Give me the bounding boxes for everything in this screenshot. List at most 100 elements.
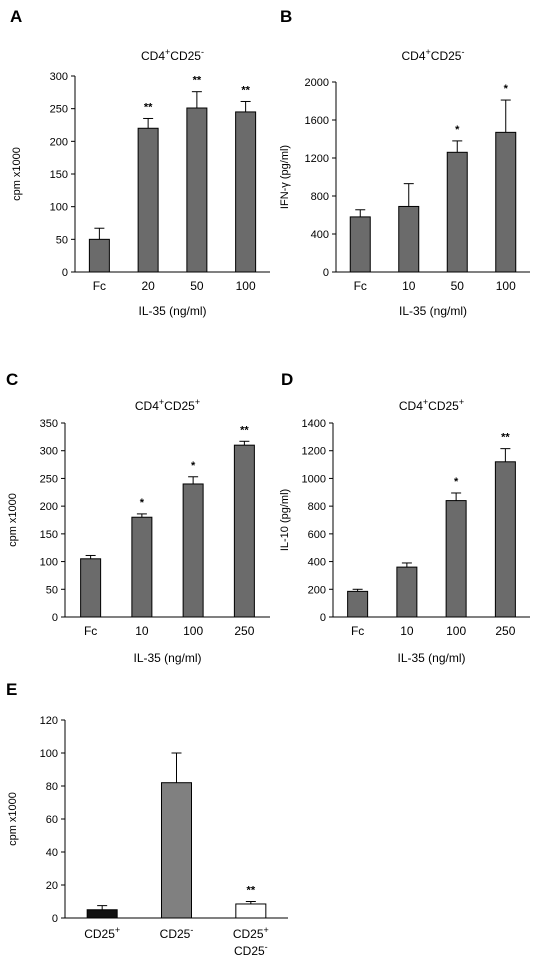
y-tick-label: 300: [50, 71, 68, 83]
bar: [88, 238, 110, 273]
x-tick-sup: +: [115, 925, 120, 935]
title-sup1: +: [426, 47, 431, 57]
y-tick-label: 60: [46, 814, 58, 826]
panel-letter: B: [280, 7, 292, 26]
y-tick-label: 20: [46, 880, 58, 892]
bar: [182, 483, 204, 618]
x-tick-label: 250: [234, 624, 254, 638]
panel-letter: A: [10, 7, 22, 26]
x-tick-text: CD25: [160, 927, 191, 941]
title-base1: CD4: [135, 399, 159, 413]
x-tick-sup: +: [264, 925, 269, 935]
bar: [137, 127, 159, 273]
x-tick-label: 10: [402, 279, 416, 293]
x-axis-label: IL-35 (ng/ml): [399, 304, 467, 318]
title-base2: CD25: [170, 49, 201, 63]
panel-letter: D: [281, 370, 293, 389]
y-axis-label: IFN-γ (pg/ml): [279, 145, 291, 209]
x-tick-label: CD25-: [234, 942, 268, 958]
chart-title: CD4+CD25-: [141, 47, 204, 63]
x-tick-label: 20: [141, 279, 155, 293]
panel-letter: E: [6, 680, 17, 699]
y-axis-label: cpm x1000: [11, 147, 23, 201]
y-tick-label: 1200: [305, 153, 329, 165]
y-tick-label: 250: [50, 104, 68, 116]
y-tick-label: 150: [40, 529, 58, 541]
y-tick-label: 40: [46, 847, 58, 859]
x-tick-label: 250: [495, 624, 515, 638]
bar: [86, 909, 118, 919]
x-tick-label: Fc: [93, 279, 106, 293]
bar: [235, 903, 267, 919]
x-tick-label: Fc: [84, 624, 97, 638]
y-axis-label: cpm x1000: [7, 792, 19, 846]
bar: [235, 111, 257, 273]
panel-a: A CD4+CD25- 0 50 100 150 200 250 300 cpm x1000 Fc *…: [10, 7, 270, 318]
bar: [445, 500, 467, 618]
x-tick-label: Fc: [354, 279, 367, 293]
significance-label: *: [455, 124, 460, 136]
bar: [494, 461, 516, 618]
y-tick-label: 1400: [302, 418, 326, 430]
bar: [233, 444, 255, 618]
x-tick-sup: -: [190, 925, 193, 935]
bar: [347, 590, 369, 618]
title-base2: CD25: [164, 399, 195, 413]
x-tick-text: CD25: [233, 927, 264, 941]
bar: [495, 131, 517, 273]
y-tick-label: 0: [62, 267, 68, 279]
bar: [349, 216, 371, 273]
y-tick-label: 50: [56, 234, 68, 246]
y-tick-label: 1600: [305, 115, 329, 127]
y-tick-label: 800: [311, 191, 329, 203]
title-sup2: -: [201, 47, 204, 57]
bar: [396, 566, 418, 618]
y-tick-label: 200: [40, 501, 58, 513]
y-axis-label: cpm x1000: [7, 493, 19, 547]
y-tick-label: 1000: [302, 473, 326, 485]
y-tick-label: 400: [308, 557, 326, 569]
y-tick-label: 0: [52, 612, 58, 624]
significance-label: **: [144, 101, 153, 113]
y-tick-label: 200: [308, 584, 326, 596]
y-tick-label: 100: [50, 202, 68, 214]
x-tick-label: 100: [496, 279, 516, 293]
y-tick-label: 150: [50, 169, 68, 181]
y-tick-label: 0: [52, 913, 58, 925]
y-tick-label: 0: [323, 267, 329, 279]
significance-label: *: [140, 497, 145, 509]
y-tick-label: 600: [308, 529, 326, 541]
x-tick-label: 100: [183, 624, 203, 638]
y-tick-label: 80: [46, 781, 58, 793]
x-tick-label: 10: [135, 624, 149, 638]
title-base1: CD4: [402, 49, 426, 63]
significance-label: *: [454, 476, 459, 488]
title-sup1: +: [423, 397, 428, 407]
panel-b: B CD4+CD25- 0 400 800 1200 1600 2000 IFN-γ (pg/m…: [279, 7, 530, 318]
x-axis-label: IL-35 (ng/ml): [138, 304, 206, 318]
title-sup1: +: [165, 47, 170, 57]
title-sup1: +: [159, 397, 164, 407]
y-tick-label: 0: [320, 612, 326, 624]
x-tick-label: 50: [451, 279, 465, 293]
x-tick-label: CD25+: [84, 925, 120, 941]
bar: [80, 558, 102, 618]
y-tick-label: 300: [40, 446, 58, 458]
significance-label: **: [240, 424, 249, 436]
y-tick-label: 120: [40, 715, 58, 727]
title-sup2: +: [459, 397, 464, 407]
chart-title: CD4+CD25+: [135, 397, 200, 413]
x-tick-text: CD25: [84, 927, 115, 941]
y-tick-label: 100: [40, 557, 58, 569]
y-tick-label: 250: [40, 473, 58, 485]
x-tick-label: 50: [190, 279, 204, 293]
x-tick-sup: -: [265, 942, 268, 952]
significance-label: *: [191, 460, 196, 472]
y-tick-label: 350: [40, 418, 58, 430]
title-sup2: -: [461, 47, 464, 57]
significance-label: **: [247, 885, 256, 897]
panel-letter: C: [6, 370, 18, 389]
x-tick-label: CD25+: [233, 925, 269, 941]
